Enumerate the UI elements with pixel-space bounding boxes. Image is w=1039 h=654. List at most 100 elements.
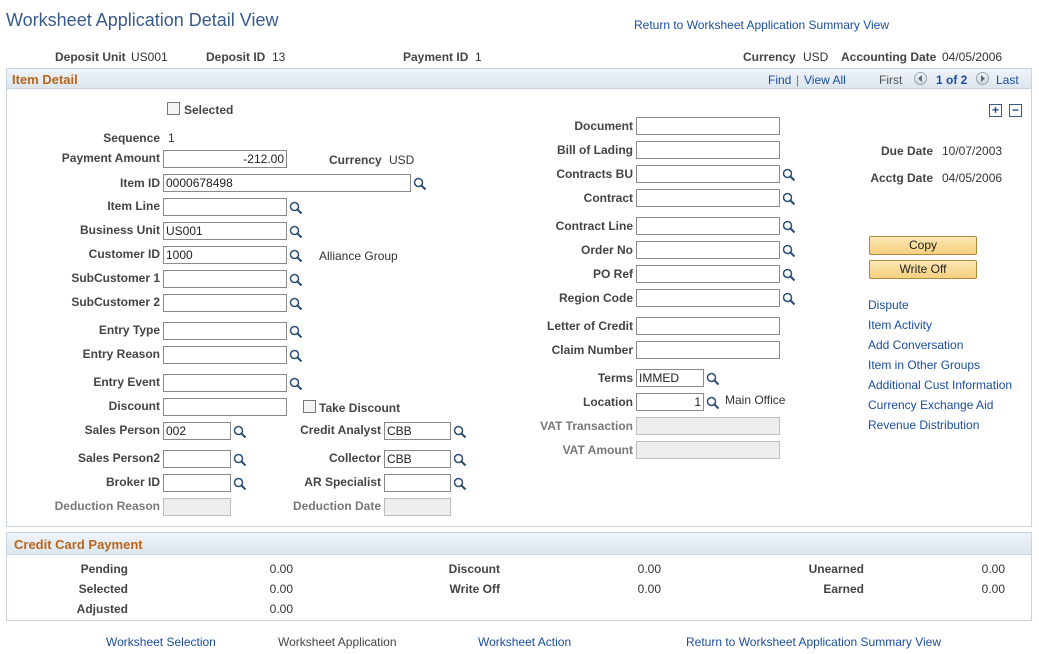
contract-line-field[interactable] [636, 217, 780, 235]
entry-reason-label: Entry Reason [82, 347, 160, 361]
currency-exchange-aid-link[interactable]: Currency Exchange Aid [868, 398, 994, 412]
region-code-field[interactable] [636, 289, 780, 307]
additional-cust-information-link[interactable]: Additional Cust Information [868, 378, 1013, 392]
return-to-summary-footer-link[interactable]: Return to Worksheet Application Summary … [686, 635, 942, 649]
entry-event-field[interactable] [163, 374, 287, 392]
deposit-id-value: 13 [272, 50, 286, 64]
customer-id-label: Customer ID [88, 247, 160, 261]
cc-unearned-label: Unearned [808, 562, 864, 576]
accounting-date-value: 04/05/2006 [942, 50, 1003, 64]
search-icon[interactable] [782, 268, 796, 282]
cc-earned-label: Earned [823, 582, 864, 596]
search-icon[interactable] [782, 244, 796, 258]
sales-person-field[interactable] [163, 422, 231, 440]
search-icon[interactable] [289, 201, 303, 215]
subcustomer2-field[interactable] [163, 294, 287, 312]
deposit-unit-label: Deposit Unit [55, 50, 126, 64]
broker-id-label: Broker ID [105, 475, 160, 489]
search-icon[interactable] [289, 225, 303, 239]
search-icon[interactable] [233, 425, 247, 439]
item-detail-section: Item Detail [6, 68, 1032, 527]
collector-field[interactable] [384, 450, 451, 468]
credit-analyst-field[interactable] [384, 422, 451, 440]
acctg-date-value: 04/05/2006 [942, 171, 1003, 185]
add-conversation-link[interactable]: Add Conversation [868, 338, 964, 352]
item-activity-link[interactable]: Item Activity [868, 318, 933, 332]
location-field[interactable] [636, 393, 704, 411]
worksheet-action-link[interactable]: Worksheet Action [478, 635, 572, 649]
selected-checkbox[interactable] [167, 102, 180, 115]
search-icon[interactable] [782, 168, 796, 182]
search-icon[interactable] [706, 396, 720, 410]
sequence-value: 1 [168, 131, 175, 145]
document-field[interactable] [636, 117, 780, 135]
payment-amount-field[interactable] [163, 150, 287, 168]
po-ref-field[interactable] [636, 265, 780, 283]
search-icon[interactable] [289, 297, 303, 311]
sales-person2-field[interactable] [163, 450, 231, 468]
search-icon[interactable] [233, 477, 247, 491]
discount-field[interactable] [163, 398, 287, 416]
item-line-field[interactable] [163, 198, 287, 216]
payment-currency-value: USD [389, 153, 415, 167]
search-icon[interactable] [289, 325, 303, 339]
search-icon[interactable] [289, 273, 303, 287]
cc-selected-value: 0.00 [269, 582, 293, 596]
delete-row-icon[interactable]: − [1009, 104, 1022, 117]
copy-button[interactable]: Copy [869, 236, 977, 255]
credit-card-payment-section: Credit Card Payment [6, 532, 1032, 621]
order-no-field[interactable] [636, 241, 780, 259]
search-icon[interactable] [706, 372, 720, 386]
entry-type-field[interactable] [163, 322, 287, 340]
search-icon[interactable] [289, 249, 303, 263]
subcustomer1-field[interactable] [163, 270, 287, 288]
item-in-other-groups-link[interactable]: Item in Other Groups [868, 358, 981, 372]
dispute-link[interactable]: Dispute [868, 298, 909, 312]
claim-number-field[interactable] [636, 341, 780, 359]
customer-id-field[interactable] [163, 246, 287, 264]
return-to-summary-link[interactable]: Return to Worksheet Application Summary … [634, 18, 890, 32]
write-off-button[interactable]: Write Off [869, 260, 977, 279]
add-row-icon[interactable]: + [989, 104, 1002, 117]
search-icon[interactable] [289, 349, 303, 363]
next-arrow-icon[interactable] [976, 72, 989, 85]
contract-label: Contract [583, 191, 633, 205]
bill-of-lading-field[interactable] [636, 141, 780, 159]
ar-specialist-label: AR Specialist [304, 475, 381, 489]
last-link[interactable]: Last [996, 73, 1019, 87]
find-link[interactable]: Find [768, 73, 792, 87]
contracts-bu-label: Contracts BU [556, 167, 633, 181]
search-icon[interactable] [782, 220, 796, 234]
search-icon[interactable] [453, 453, 467, 467]
broker-id-field[interactable] [163, 474, 231, 492]
view-all-link[interactable]: View All [804, 73, 846, 87]
contract-field[interactable] [636, 189, 780, 207]
take-discount-checkbox[interactable] [303, 400, 316, 413]
revenue-distribution-link[interactable]: Revenue Distribution [868, 418, 980, 432]
item-id-field[interactable] [163, 174, 411, 192]
search-icon[interactable] [782, 192, 796, 206]
payment-id-value: 1 [475, 50, 482, 64]
cc-discount-value: 0.00 [637, 562, 661, 576]
search-icon[interactable] [413, 177, 427, 191]
ar-specialist-field[interactable] [384, 474, 451, 492]
search-icon[interactable] [233, 453, 247, 467]
search-icon[interactable] [453, 477, 467, 491]
currency-label: Currency [743, 50, 796, 64]
business-unit-field[interactable] [163, 222, 287, 240]
search-icon[interactable] [453, 425, 467, 439]
search-icon[interactable] [289, 377, 303, 391]
letter-of-credit-field[interactable] [636, 317, 780, 335]
entry-reason-field[interactable] [163, 346, 287, 364]
worksheet-selection-link[interactable]: Worksheet Selection [106, 635, 216, 649]
item-detail-title: Item Detail [12, 72, 78, 87]
order-no-label: Order No [580, 243, 633, 257]
cc-adjusted-label: Adjusted [76, 602, 128, 616]
take-discount-label: Take Discount [319, 401, 401, 415]
discount-label: Discount [108, 399, 160, 413]
terms-field[interactable] [636, 369, 704, 387]
cc-selected-label: Selected [78, 582, 128, 596]
search-icon[interactable] [782, 292, 796, 306]
prev-arrow-icon[interactable] [914, 72, 927, 85]
contracts-bu-field[interactable] [636, 165, 780, 183]
